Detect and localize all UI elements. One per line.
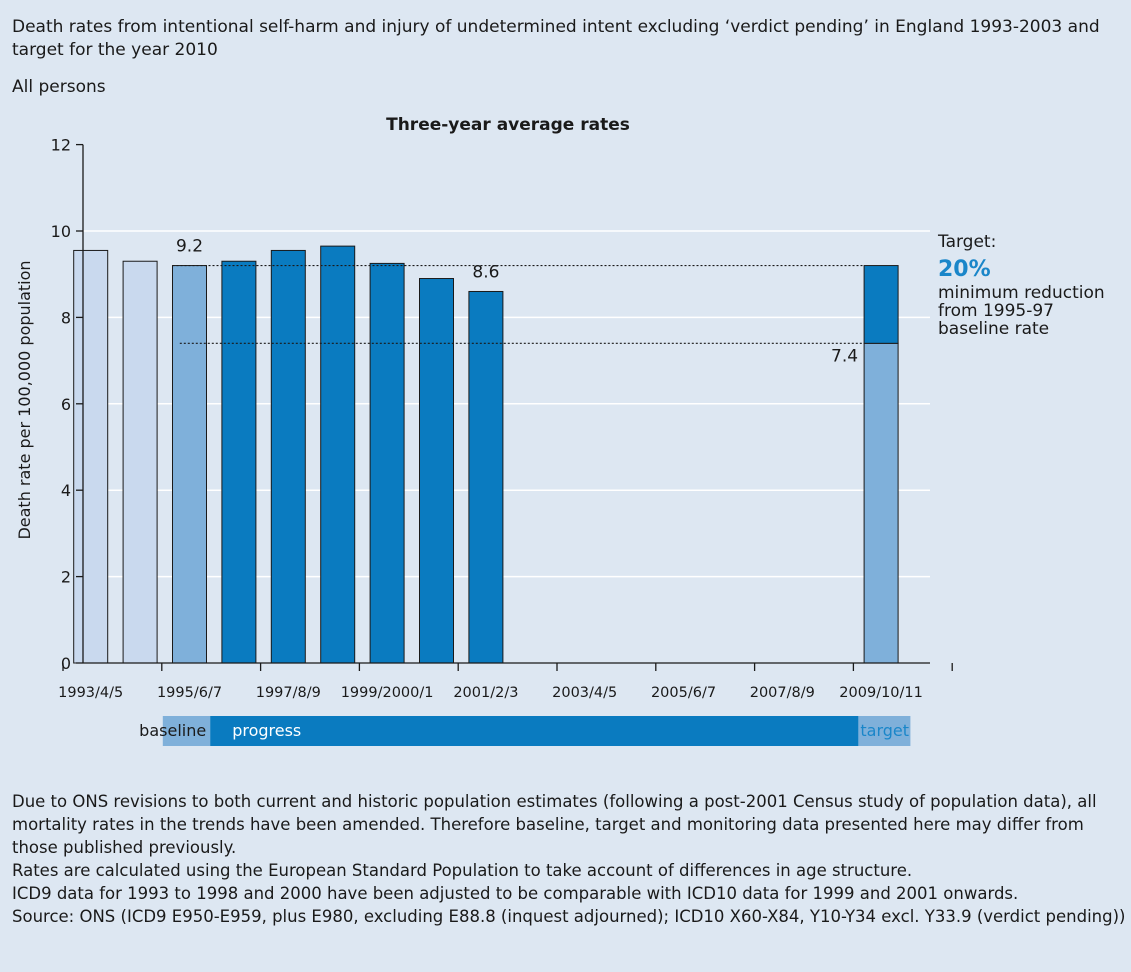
target-value-label: 7.4 — [831, 346, 858, 366]
bar-pre-baseline — [122, 260, 158, 664]
chart-title: Three-year average rates — [386, 115, 630, 135]
x-tick-label: 2007/8/9 — [750, 685, 815, 701]
note-source: Source: ONS (ICD9 E950-E959, plus E980, … — [12, 907, 1126, 926]
target-annotation-percent: 20% — [938, 257, 991, 282]
bar-baseline — [172, 265, 207, 664]
y-tick-label: 12 — [51, 136, 71, 155]
target-bar-upper — [863, 265, 899, 344]
y-tick-label: 10 — [51, 222, 71, 241]
target-band-label: target — [860, 721, 909, 740]
note-icd-adjustment: ICD9 data for 1993 to 1998 and 2000 have… — [12, 884, 1019, 903]
bars — [73, 245, 899, 664]
target-annotation-line: minimum reduction — [938, 283, 1105, 303]
x-tick-label: 2009/10/11 — [839, 685, 923, 701]
axes — [62, 143, 953, 671]
target-band — [858, 716, 911, 746]
target-bar-lower — [863, 342, 899, 664]
x-tick-label: 1993/4/5 — [58, 685, 123, 701]
progress-band-label: progress — [232, 721, 301, 740]
y-tick-label: 0 — [61, 654, 71, 673]
x-tick-label: 2003/4/5 — [552, 685, 617, 701]
target-annotation-line: from 1995-97 — [938, 301, 1054, 321]
x-tick-label: 1995/6/7 — [157, 685, 222, 701]
x-tick-label: 2005/6/7 — [651, 685, 716, 701]
y-tick-label: 6 — [61, 395, 71, 414]
reference-lines — [172, 264, 865, 344]
y-tick-label: 4 — [61, 481, 71, 500]
x-tick-label: 1999/2000/1 — [341, 685, 434, 701]
baseline-band — [162, 716, 211, 746]
gridlines — [83, 230, 930, 578]
bar-value-label: 8.6 — [472, 262, 499, 282]
note-standard-population: Rates are calculated using the European … — [12, 861, 913, 880]
progress-band — [210, 716, 859, 746]
bar-progress — [369, 262, 405, 664]
bar-value-label: 9.2 — [176, 237, 203, 257]
target-annotation-prefix: Target: — [937, 232, 996, 252]
target-annotation-line: baseline rate — [938, 319, 1049, 339]
bar-progress — [419, 278, 454, 664]
baseline-band-label: baseline — [139, 721, 206, 740]
labels: 0 2 4 6 8 10 12 1993/4/5 1995/6/7 1997/8/9 1999/20… — [15, 115, 1105, 701]
x-tick-label: 1997/8/9 — [256, 685, 321, 701]
chart-heading: Death rates from intentional self-harm a… — [12, 17, 1100, 60]
y-axis-title: Death rate per 100,000 population — [15, 260, 34, 539]
chart-notes: Due to ONS revisions to both current and… — [12, 790, 1131, 928]
y-tick-label: 2 — [61, 568, 71, 587]
bar-progress — [270, 249, 306, 664]
bar-chart: 0 2 4 6 8 10 12 1993/4/5 1995/6/7 1997/8/9 1999/20… — [15, 115, 1105, 746]
bar-progress — [221, 260, 257, 664]
bar-progress — [320, 245, 356, 664]
bar-pre-baseline — [73, 249, 109, 664]
bar-progress — [468, 290, 504, 664]
period-bands: baseline progress target — [139, 716, 911, 746]
y-tick-label: 8 — [61, 308, 71, 327]
x-tick-label: 2001/2/3 — [453, 685, 518, 701]
chart-subheading: All persons — [12, 77, 106, 97]
note-revisions: Due to ONS revisions to both current and… — [12, 792, 1097, 857]
